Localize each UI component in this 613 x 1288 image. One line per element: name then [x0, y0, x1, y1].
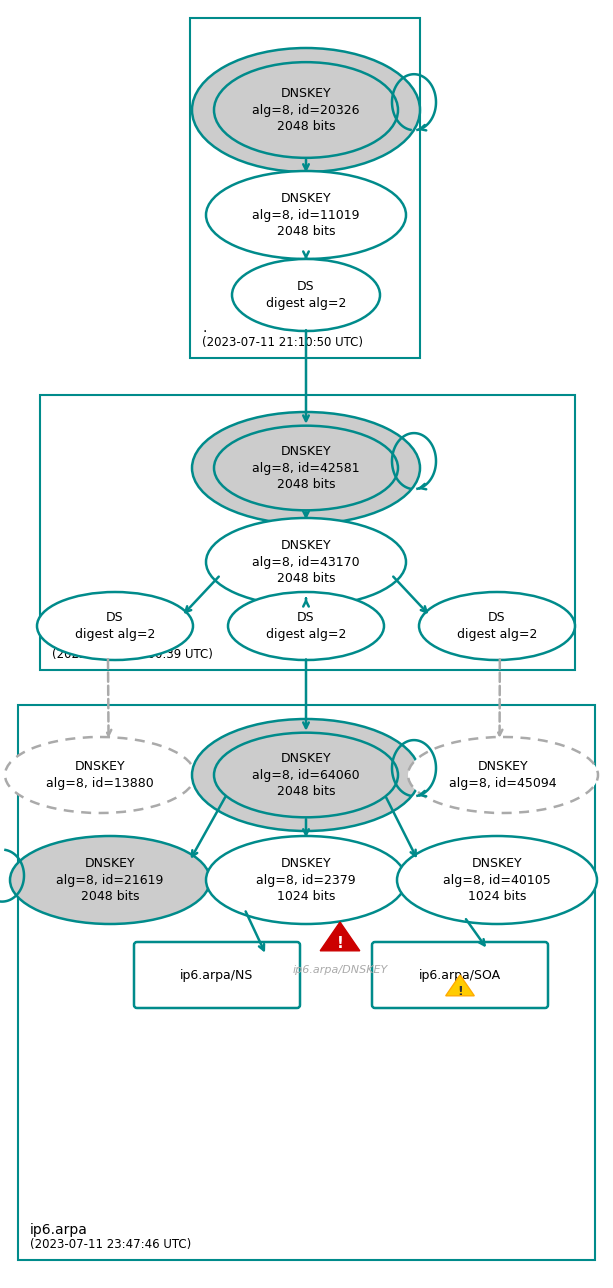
Ellipse shape [5, 737, 195, 813]
Text: (2023-07-11 23:00:39 UTC): (2023-07-11 23:00:39 UTC) [52, 648, 213, 661]
Polygon shape [320, 922, 360, 951]
Text: .: . [202, 321, 207, 335]
Ellipse shape [419, 592, 575, 659]
Text: (2023-07-11 21:10:50 UTC): (2023-07-11 21:10:50 UTC) [202, 336, 363, 349]
Text: DS
digest alg=2: DS digest alg=2 [75, 612, 155, 640]
Ellipse shape [206, 836, 406, 923]
Ellipse shape [206, 518, 406, 605]
Text: DNSKEY
alg=8, id=11019
2048 bits: DNSKEY alg=8, id=11019 2048 bits [253, 192, 360, 238]
Text: DNSKEY
alg=8, id=20326
2048 bits: DNSKEY alg=8, id=20326 2048 bits [253, 88, 360, 133]
Text: !: ! [457, 984, 463, 997]
Text: DNSKEY
alg=8, id=40105
1024 bits: DNSKEY alg=8, id=40105 1024 bits [443, 857, 551, 903]
Text: !: ! [337, 935, 343, 951]
Text: DNSKEY
alg=8, id=2379
1024 bits: DNSKEY alg=8, id=2379 1024 bits [256, 857, 356, 903]
FancyBboxPatch shape [18, 705, 595, 1260]
Ellipse shape [214, 733, 398, 818]
Ellipse shape [214, 425, 398, 510]
Ellipse shape [214, 62, 398, 158]
Text: ip6.arpa/SOA: ip6.arpa/SOA [419, 969, 501, 981]
FancyBboxPatch shape [40, 395, 575, 670]
Ellipse shape [232, 259, 380, 331]
Text: DS
digest alg=2: DS digest alg=2 [266, 612, 346, 640]
Text: DS
digest alg=2: DS digest alg=2 [457, 612, 537, 640]
Ellipse shape [228, 592, 384, 659]
Ellipse shape [37, 592, 193, 659]
Text: DNSKEY
alg=8, id=43170
2048 bits: DNSKEY alg=8, id=43170 2048 bits [252, 538, 360, 585]
Text: DNSKEY
alg=8, id=64060
2048 bits: DNSKEY alg=8, id=64060 2048 bits [252, 752, 360, 799]
Text: ip6.arpa/DNSKEY: ip6.arpa/DNSKEY [292, 965, 387, 975]
Text: arpa: arpa [52, 632, 84, 647]
Text: (2023-07-11 23:47:46 UTC): (2023-07-11 23:47:46 UTC) [30, 1238, 191, 1251]
Text: DNSKEY
alg=8, id=13880: DNSKEY alg=8, id=13880 [46, 760, 154, 790]
Ellipse shape [192, 412, 420, 524]
FancyBboxPatch shape [134, 942, 300, 1009]
Ellipse shape [408, 737, 598, 813]
Text: ip6.arpa: ip6.arpa [30, 1224, 88, 1236]
Ellipse shape [397, 836, 597, 923]
FancyBboxPatch shape [372, 942, 548, 1009]
FancyBboxPatch shape [190, 18, 420, 358]
Text: DNSKEY
alg=8, id=42581
2048 bits: DNSKEY alg=8, id=42581 2048 bits [252, 444, 360, 491]
Text: ip6.arpa/NS: ip6.arpa/NS [180, 969, 254, 981]
Ellipse shape [206, 171, 406, 259]
Text: DS
digest alg=2: DS digest alg=2 [266, 281, 346, 309]
Text: DNSKEY
alg=8, id=21619
2048 bits: DNSKEY alg=8, id=21619 2048 bits [56, 857, 164, 903]
Polygon shape [446, 975, 474, 996]
Text: DNSKEY
alg=8, id=45094: DNSKEY alg=8, id=45094 [449, 760, 557, 790]
Ellipse shape [10, 836, 210, 923]
Ellipse shape [192, 48, 420, 173]
Ellipse shape [192, 719, 420, 831]
